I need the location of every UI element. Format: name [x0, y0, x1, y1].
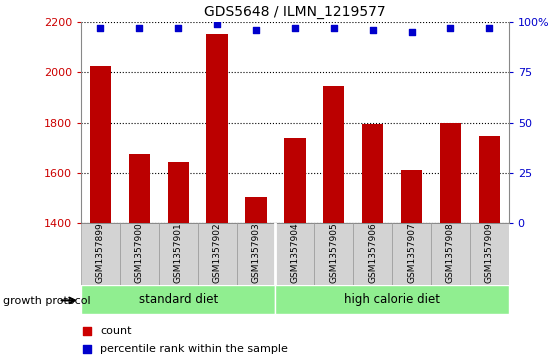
Bar [198, 223, 236, 285]
Text: GSM1357906: GSM1357906 [368, 223, 377, 283]
Bar [470, 223, 509, 285]
Bar [245, 197, 267, 223]
Point [368, 27, 377, 33]
Bar [168, 162, 189, 223]
Bar [276, 223, 314, 285]
Bar [81, 223, 120, 285]
Bar [431, 223, 470, 285]
Bar [353, 223, 392, 285]
Bar [392, 223, 431, 285]
Text: GSM1357908: GSM1357908 [446, 223, 455, 283]
Text: GSM1357900: GSM1357900 [135, 223, 144, 283]
Point [291, 25, 300, 31]
Bar [323, 86, 344, 223]
Bar [81, 285, 276, 314]
Bar [314, 223, 353, 285]
Point [446, 25, 455, 31]
Point [407, 29, 416, 35]
Point [96, 25, 105, 31]
Text: GSM1357907: GSM1357907 [407, 223, 416, 283]
Bar [236, 223, 276, 285]
Point [174, 25, 183, 31]
Text: count: count [100, 326, 132, 336]
Text: GSM1357902: GSM1357902 [212, 223, 221, 283]
Text: GSM1357909: GSM1357909 [485, 223, 494, 283]
Text: standard diet: standard diet [139, 293, 218, 306]
Point [135, 25, 144, 31]
Bar [440, 122, 461, 223]
Point [83, 328, 92, 334]
Bar [479, 136, 500, 223]
Point [252, 27, 260, 33]
Title: GDS5648 / ILMN_1219577: GDS5648 / ILMN_1219577 [204, 5, 386, 19]
Bar [401, 170, 422, 223]
Point [329, 25, 338, 31]
Bar [362, 124, 383, 223]
Text: GSM1357901: GSM1357901 [174, 223, 183, 283]
Point [485, 25, 494, 31]
Text: high calorie diet: high calorie diet [344, 293, 440, 306]
Bar [206, 34, 228, 223]
Bar [129, 154, 150, 223]
Bar [159, 223, 198, 285]
Bar [276, 285, 509, 314]
Text: percentile rank within the sample: percentile rank within the sample [100, 344, 288, 354]
Text: GSM1357905: GSM1357905 [329, 223, 338, 283]
Text: GSM1357904: GSM1357904 [290, 223, 300, 283]
Text: GSM1357899: GSM1357899 [96, 223, 105, 283]
Bar [90, 66, 111, 223]
Text: GSM1357903: GSM1357903 [252, 223, 260, 283]
Bar [120, 223, 159, 285]
Point [83, 346, 92, 352]
Text: growth protocol: growth protocol [3, 295, 91, 306]
Bar [284, 138, 306, 223]
Point [212, 21, 221, 27]
